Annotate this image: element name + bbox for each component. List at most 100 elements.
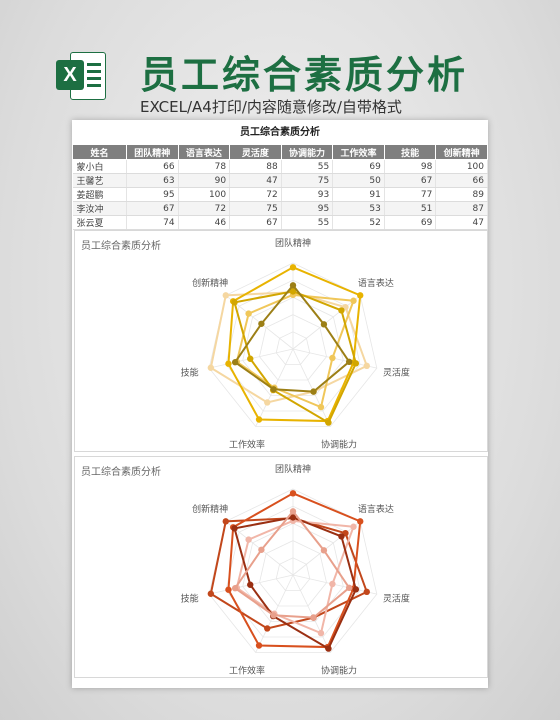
cell-value[interactable]: 74 bbox=[126, 215, 179, 230]
radar-data-point[interactable] bbox=[350, 523, 357, 530]
cell-value[interactable]: 69 bbox=[384, 215, 437, 230]
cell-name[interactable]: 姜超鹏 bbox=[72, 187, 127, 202]
cell-value[interactable]: 51 bbox=[384, 201, 437, 216]
radar-data-point[interactable] bbox=[264, 625, 271, 632]
radar-series-line[interactable] bbox=[233, 283, 351, 393]
radar-data-point[interactable] bbox=[329, 580, 336, 588]
radar-series-line[interactable] bbox=[235, 293, 355, 409]
radar-chart-red[interactable]: 员工综合素质分析 团队精神 语言表达 灵活度 协调能力 工作效率 技能 创新精神 bbox=[74, 456, 488, 678]
cell-value[interactable]: 66 bbox=[435, 173, 488, 188]
radar-data-point[interactable] bbox=[270, 386, 277, 393]
radar-data-point[interactable] bbox=[264, 399, 271, 406]
radar-data-point[interactable] bbox=[245, 310, 252, 317]
cell-name[interactable]: 李汝冲 bbox=[72, 201, 127, 216]
cell-value[interactable]: 67 bbox=[126, 201, 179, 216]
radar-data-point[interactable] bbox=[345, 358, 353, 366]
cell-value[interactable]: 75 bbox=[281, 173, 334, 188]
cell-value[interactable]: 78 bbox=[178, 159, 231, 174]
radar-data-point[interactable] bbox=[317, 629, 325, 637]
cell-value[interactable]: 72 bbox=[229, 187, 282, 202]
radar-series-line[interactable] bbox=[227, 492, 362, 649]
radar-series-line[interactable] bbox=[209, 517, 369, 630]
radar-data-point[interactable] bbox=[289, 514, 297, 521]
cell-value[interactable]: 63 bbox=[126, 173, 179, 188]
radar-series-line[interactable] bbox=[233, 509, 351, 619]
radar-data-point[interactable] bbox=[363, 588, 370, 596]
cell-value[interactable]: 90 bbox=[178, 173, 231, 188]
radar-data-point[interactable] bbox=[225, 586, 232, 593]
cell-value[interactable]: 89 bbox=[435, 187, 488, 202]
cell-value[interactable]: 67 bbox=[384, 173, 437, 188]
cell-value[interactable]: 53 bbox=[332, 201, 385, 216]
radar-series-line[interactable] bbox=[233, 290, 357, 425]
radar-data-point[interactable] bbox=[247, 355, 254, 362]
cell-name[interactable]: 张云夏 bbox=[72, 215, 127, 230]
radar-data-point[interactable] bbox=[357, 292, 364, 299]
radar-data-point[interactable] bbox=[357, 518, 364, 525]
radar-data-point[interactable] bbox=[258, 320, 265, 327]
radar-data-point[interactable] bbox=[289, 490, 297, 497]
cell-value[interactable]: 87 bbox=[435, 201, 488, 216]
radar-data-point[interactable] bbox=[352, 586, 360, 593]
radar-data-point[interactable] bbox=[289, 282, 297, 289]
cell-value[interactable]: 75 bbox=[229, 201, 282, 216]
radar-data-point[interactable] bbox=[338, 533, 345, 540]
radar-data-point[interactable] bbox=[289, 264, 297, 271]
radar-data-point[interactable] bbox=[350, 297, 357, 304]
radar-series-line[interactable] bbox=[227, 266, 362, 423]
cell-value[interactable]: 55 bbox=[281, 159, 334, 174]
radar-data-point[interactable] bbox=[231, 525, 238, 532]
radar-data-point[interactable] bbox=[310, 614, 317, 621]
radar-data-point[interactable] bbox=[258, 546, 265, 553]
radar-data-point[interactable] bbox=[325, 645, 332, 652]
radar-data-point[interactable] bbox=[338, 307, 345, 314]
radar-series-line[interactable] bbox=[209, 291, 369, 404]
cell-value[interactable]: 72 bbox=[178, 201, 231, 216]
radar-series-line[interactable] bbox=[233, 516, 357, 651]
cell-value[interactable]: 52 bbox=[332, 215, 385, 230]
radar-data-point[interactable] bbox=[320, 547, 328, 554]
radar-data-point[interactable] bbox=[329, 354, 336, 362]
cell-value[interactable]: 95 bbox=[281, 201, 334, 216]
radar-data-point[interactable] bbox=[255, 642, 263, 649]
cell-value[interactable]: 100 bbox=[435, 159, 488, 174]
radar-data-point[interactable] bbox=[289, 288, 297, 295]
radar-data-point[interactable] bbox=[352, 360, 360, 367]
radar-data-point[interactable] bbox=[289, 508, 297, 515]
cell-value[interactable]: 77 bbox=[384, 187, 437, 202]
cell-value[interactable]: 66 bbox=[126, 159, 179, 174]
radar-data-point[interactable] bbox=[207, 590, 215, 597]
cell-value[interactable]: 100 bbox=[178, 187, 231, 202]
radar-data-point[interactable] bbox=[320, 321, 328, 328]
cell-value[interactable]: 47 bbox=[229, 173, 282, 188]
radar-data-point[interactable] bbox=[231, 359, 239, 366]
radar-data-point[interactable] bbox=[207, 364, 215, 371]
cell-value[interactable]: 98 bbox=[384, 159, 437, 174]
radar-data-point[interactable] bbox=[231, 299, 238, 306]
radar-data-point[interactable] bbox=[270, 612, 277, 619]
cell-value[interactable]: 67 bbox=[229, 215, 282, 230]
cell-value[interactable]: 55 bbox=[281, 215, 334, 230]
cell-value[interactable]: 93 bbox=[281, 187, 334, 202]
radar-data-point[interactable] bbox=[317, 403, 325, 411]
cell-name[interactable]: 王馨艺 bbox=[72, 173, 127, 188]
radar-data-point[interactable] bbox=[310, 388, 317, 395]
cell-value[interactable]: 47 bbox=[435, 215, 488, 230]
radar-data-point[interactable] bbox=[363, 362, 370, 370]
radar-data-point[interactable] bbox=[225, 360, 232, 367]
radar-data-point[interactable] bbox=[245, 536, 252, 543]
radar-series-line[interactable] bbox=[235, 519, 355, 635]
cell-value[interactable]: 46 bbox=[178, 215, 231, 230]
cell-name[interactable]: 蒙小白 bbox=[72, 159, 127, 174]
cell-value[interactable]: 69 bbox=[332, 159, 385, 174]
cell-value[interactable]: 95 bbox=[126, 187, 179, 202]
radar-data-point[interactable] bbox=[345, 584, 353, 592]
cell-value[interactable]: 88 bbox=[229, 159, 282, 174]
cell-value[interactable]: 91 bbox=[332, 187, 385, 202]
radar-chart-gold[interactable]: 员工综合素质分析 团队精神 语言表达 灵活度 协调能力 工作效率 技能 创新精神 bbox=[74, 230, 488, 452]
radar-data-point[interactable] bbox=[325, 419, 332, 426]
radar-data-point[interactable] bbox=[222, 292, 229, 299]
radar-data-point[interactable] bbox=[222, 518, 229, 525]
radar-data-point[interactable] bbox=[255, 416, 263, 423]
cell-value[interactable]: 50 bbox=[332, 173, 385, 188]
